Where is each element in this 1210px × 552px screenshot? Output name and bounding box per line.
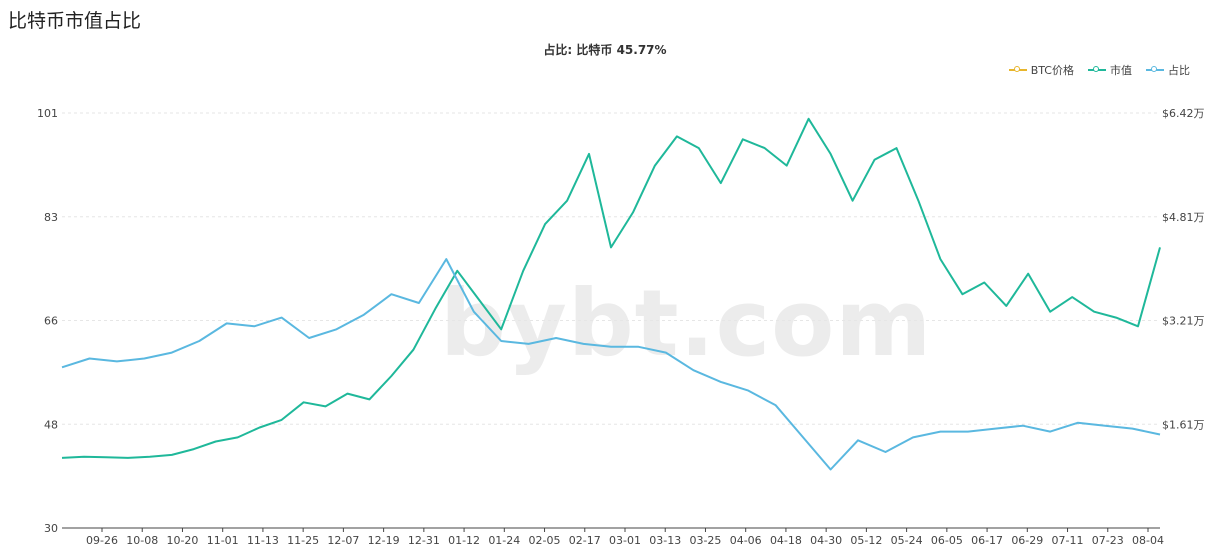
x-tick-label: 11-25 <box>287 534 319 547</box>
chart-title: 占比: 比特币 45.77% <box>543 43 667 57</box>
x-tick-label: 06-05 <box>931 534 963 547</box>
x-tick-label: 10-20 <box>166 534 198 547</box>
legend-item-btc-price[interactable]: BTC价格 <box>1008 62 1074 78</box>
y-right-tick-label: $1.61万 <box>1162 418 1205 431</box>
y-right-tick-label: $3.21万 <box>1162 315 1205 328</box>
x-tick-label: 04-30 <box>810 534 842 547</box>
x-tick-label: 03-01 <box>609 534 641 547</box>
x-tick-label: 12-07 <box>327 534 359 547</box>
legend-label-dominance: 占比 <box>1168 64 1190 77</box>
y-left-tick-label: 66 <box>44 315 58 328</box>
legend-item-dominance[interactable]: 占比 <box>1146 62 1190 78</box>
x-tick-label: 07-11 <box>1052 534 1084 547</box>
x-tick-label: 02-05 <box>529 534 561 547</box>
x-tick-label: 01-12 <box>448 534 480 547</box>
x-tick-label: 05-24 <box>891 534 923 547</box>
y-left-tick-label: 30 <box>44 522 58 535</box>
x-tick-label: 04-18 <box>770 534 802 547</box>
watermark: bybt.com <box>440 270 933 377</box>
legend-label-market-cap: 市值 <box>1110 64 1132 77</box>
x-tick-label: 04-06 <box>730 534 762 547</box>
x-tick-label: 01-24 <box>488 534 520 547</box>
x-tick-label: 09-26 <box>86 534 118 547</box>
legend-label-btc-price: BTC价格 <box>1030 64 1074 77</box>
chart-legend: BTC价格 市值 占比 <box>1008 62 1190 78</box>
legend-swatch-market-cap <box>1088 65 1106 75</box>
x-tick-label: 12-31 <box>408 534 440 547</box>
x-tick-label: 06-17 <box>971 534 1003 547</box>
page-heading: 比特币市值占比 <box>8 10 142 32</box>
y-right-tick-label: $4.81万 <box>1162 211 1205 224</box>
x-tick-label: 06-29 <box>1011 534 1043 547</box>
y-left-tick-label: 48 <box>44 418 58 431</box>
x-tick-label: 12-19 <box>368 534 400 547</box>
x-tick-label: 11-01 <box>207 534 239 547</box>
x-tick-label: 07-23 <box>1092 534 1124 547</box>
legend-swatch-dominance <box>1146 65 1164 75</box>
legend-swatch-btc-price <box>1008 65 1027 75</box>
x-tick-label: 02-17 <box>569 534 601 547</box>
dominance-line <box>61 258 1161 471</box>
x-tick-label: 03-25 <box>689 534 721 547</box>
market-cap-line <box>61 117 1161 459</box>
x-tick-label: 10-08 <box>126 534 158 547</box>
legend-item-market-cap[interactable]: 市值 <box>1088 62 1132 78</box>
y-left-tick-label: 83 <box>44 211 58 224</box>
x-tick-label: 05-12 <box>850 534 882 547</box>
x-tick-label: 08-04 <box>1132 534 1164 547</box>
x-tick-label: 03-13 <box>649 534 681 547</box>
y-right-tick-label: $6.42万 <box>1162 107 1205 120</box>
y-left-tick-label: 101 <box>37 107 58 120</box>
x-tick-label: 11-13 <box>247 534 279 547</box>
